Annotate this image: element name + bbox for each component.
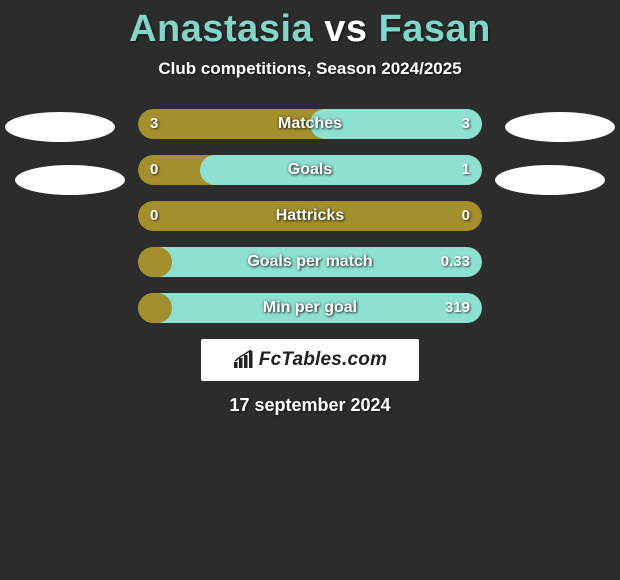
player-left-graphic-1 <box>5 112 115 142</box>
stat-bar: 01Goals <box>138 155 482 185</box>
player-left-name: Anastasia <box>129 8 313 50</box>
stat-bar: 33Matches <box>138 109 482 139</box>
stat-label: Min per goal <box>138 293 482 323</box>
stat-bars: 33Matches 01Goals 00Hattricks 0.33Goals per… <box>138 109 482 323</box>
vs-text: vs <box>324 8 367 50</box>
player-right-name: Fasan <box>379 8 491 50</box>
subtitle: Club competitions, Season 2024/2025 <box>0 59 620 79</box>
bar-chart-icon <box>233 350 255 370</box>
brand-logo[interactable]: FcTables.com <box>201 339 419 381</box>
stat-label: Matches <box>138 109 482 139</box>
stat-label: Goals <box>138 155 482 185</box>
player-left-graphic-2 <box>15 165 125 195</box>
stat-label: Hattricks <box>138 201 482 231</box>
chart-stage: 33Matches 01Goals 00Hattricks 0.33Goals per… <box>0 109 620 416</box>
stat-bar: 00Hattricks <box>138 201 482 231</box>
snapshot-date: 17 september 2024 <box>0 395 620 416</box>
brand-logo-text: FcTables.com <box>259 349 387 371</box>
stat-label: Goals per match <box>138 247 482 277</box>
stat-bar: 0.33Goals per match <box>138 247 482 277</box>
player-right-graphic-1 <box>505 112 615 142</box>
player-right-graphic-2 <box>495 165 605 195</box>
stat-bar: 319Min per goal <box>138 293 482 323</box>
comparison-title: Anastasia vs Fasan <box>0 0 620 51</box>
